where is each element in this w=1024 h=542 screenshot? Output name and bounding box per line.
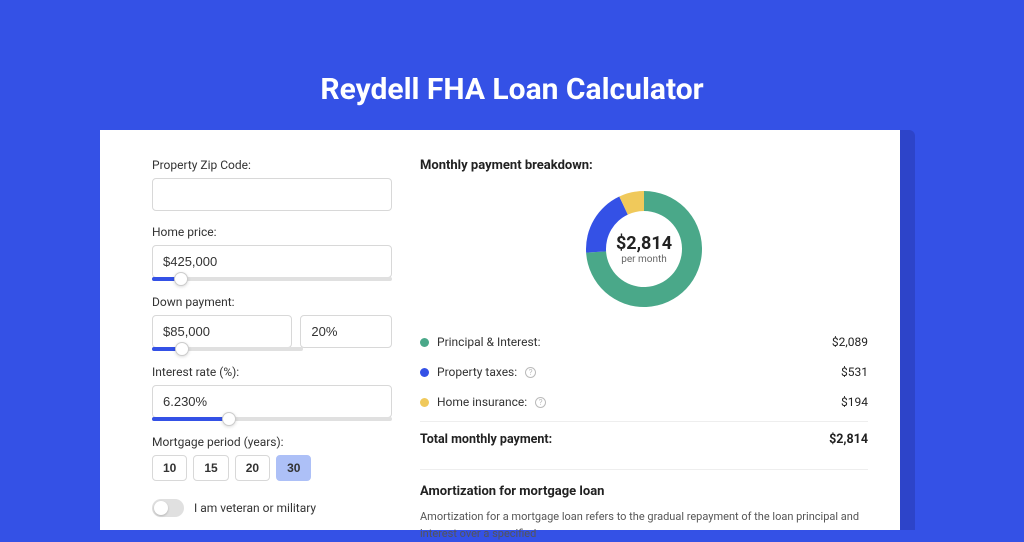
period-btn-20[interactable]: 20: [235, 455, 270, 481]
rate-input[interactable]: [152, 385, 392, 418]
legend-row: Property taxes:? $531: [420, 357, 868, 387]
rate-slider-thumb[interactable]: [222, 412, 236, 426]
total-label: Total monthly payment:: [420, 432, 552, 447]
period-btn-30[interactable]: 30: [276, 455, 311, 481]
down-label: Down payment:: [152, 295, 392, 309]
period-btn-10[interactable]: 10: [152, 455, 187, 481]
zip-label: Property Zip Code:: [152, 158, 392, 172]
legend-label: Home insurance:: [437, 395, 527, 409]
legend-label: Property taxes:: [437, 365, 517, 379]
period-btn-15[interactable]: 15: [193, 455, 228, 481]
rate-label: Interest rate (%):: [152, 365, 392, 379]
payment-donut-chart: $2,814 per month: [584, 189, 704, 309]
price-slider-thumb[interactable]: [174, 272, 188, 286]
total-value: $2,814: [829, 432, 868, 447]
legend-value: $2,089: [832, 335, 868, 349]
veteran-label: I am veteran or military: [194, 501, 316, 515]
donut-amount: $2,814: [616, 233, 672, 254]
legend-dot: [420, 368, 429, 377]
rate-slider[interactable]: [152, 417, 392, 421]
legend-row: Principal & Interest: $2,089: [420, 327, 868, 357]
info-icon[interactable]: ?: [525, 367, 536, 378]
legend-value: $194: [841, 395, 868, 409]
breakdown-column: Monthly payment breakdown: $2,814 per mo…: [420, 158, 868, 530]
legend-dot: [420, 338, 429, 347]
legend-label: Principal & Interest:: [437, 335, 541, 349]
amortization-title: Amortization for mortgage loan: [420, 484, 868, 499]
down-slider-thumb[interactable]: [175, 342, 189, 356]
legend-value: $531: [841, 365, 868, 379]
price-label: Home price:: [152, 225, 392, 239]
veteran-toggle[interactable]: [152, 499, 184, 517]
amortization-text: Amortization for a mortgage loan refers …: [420, 509, 868, 542]
form-column: Property Zip Code: Home price: Down paym…: [152, 158, 392, 530]
period-button-group: 1015 2030: [152, 455, 392, 481]
donut-subtitle: per month: [621, 254, 667, 265]
calculator-card: Property Zip Code: Home price: Down paym…: [100, 130, 900, 530]
price-input[interactable]: [152, 245, 392, 278]
down-pct-input[interactable]: [300, 315, 392, 348]
divider: [420, 469, 868, 470]
down-amount-input[interactable]: [152, 315, 292, 348]
legend-row: Home insurance:? $194: [420, 387, 868, 417]
price-slider[interactable]: [152, 277, 392, 281]
info-icon[interactable]: ?: [535, 397, 546, 408]
breakdown-title: Monthly payment breakdown:: [420, 158, 868, 173]
toggle-knob: [154, 501, 168, 515]
period-label: Mortgage period (years):: [152, 435, 392, 449]
zip-input[interactable]: [152, 178, 392, 211]
page-title: Reydell FHA Loan Calculator: [0, 0, 1024, 107]
down-slider[interactable]: [152, 347, 303, 351]
breakdown-legend: Principal & Interest: $2,089 Property taxe…: [420, 327, 868, 417]
legend-dot: [420, 398, 429, 407]
